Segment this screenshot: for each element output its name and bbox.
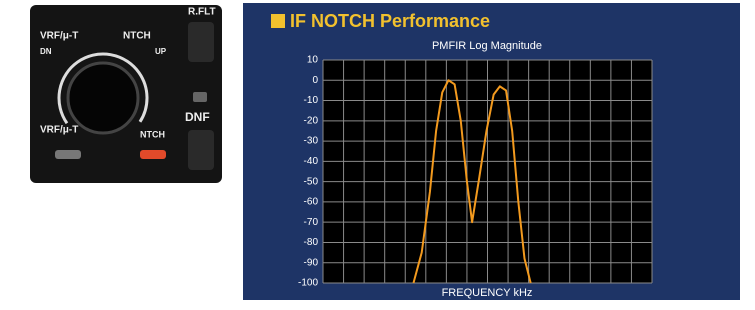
y-tick-label: -90 <box>304 257 319 268</box>
y-tick-label: -10 <box>304 95 319 106</box>
label: DNF <box>185 110 210 124</box>
y-tick-label: -20 <box>304 115 319 126</box>
y-tick-label: -100 <box>298 278 318 289</box>
chart-title: IF NOTCH Performance <box>290 11 490 31</box>
button <box>140 150 166 159</box>
label: NTCH <box>140 129 165 139</box>
y-tick-label: -40 <box>304 156 319 167</box>
y-tick-label: -30 <box>304 136 319 147</box>
label: UP <box>155 47 167 56</box>
button <box>55 150 81 159</box>
control-panel-photo: R.FLT VRF/μ-T NTCH DN UP DNF VRF/μ-T NTC… <box>30 5 222 183</box>
button <box>188 130 214 170</box>
title-icon <box>271 14 285 28</box>
label: VRF/μ-T <box>40 31 78 42</box>
page: R.FLT VRF/μ-T NTCH DN UP DNF VRF/μ-T NTC… <box>0 0 755 310</box>
y-tick-label: -70 <box>304 217 319 228</box>
label: NTCH <box>123 31 151 42</box>
y-tick-label: -80 <box>304 237 319 248</box>
x-axis-label: FREQUENCY kHz <box>442 287 533 299</box>
screen: R.FLT VRF/μ-T NTCH DN UP DNF VRF/μ-T NTC… <box>0 0 755 305</box>
chart-subtitle: PMFIR Log Magnitude <box>432 40 542 52</box>
label: R.FLT <box>188 7 216 18</box>
led <box>193 92 207 102</box>
label: DN <box>40 47 52 56</box>
y-tick-label: -50 <box>304 176 319 187</box>
knob <box>68 63 138 133</box>
label: VRF/μ-T <box>40 125 78 136</box>
y-tick-label: -60 <box>304 197 319 208</box>
button <box>188 22 214 62</box>
y-tick-label: 0 <box>312 75 318 86</box>
y-tick-label: 10 <box>307 55 319 66</box>
